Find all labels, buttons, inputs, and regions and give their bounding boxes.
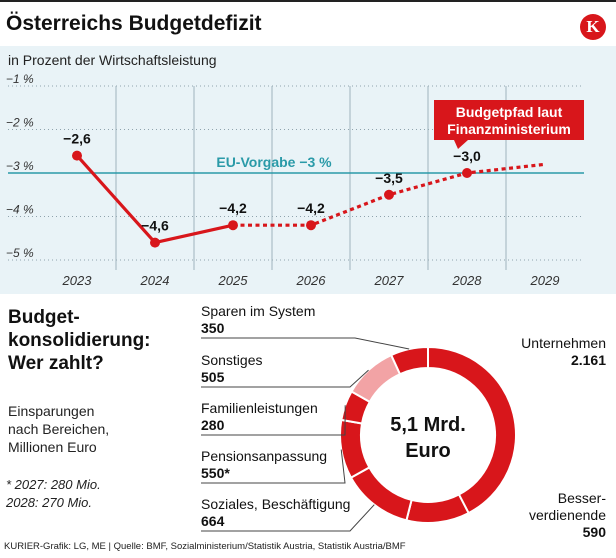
slice-name: Familienleistungen [201, 400, 318, 416]
data-point [462, 168, 472, 178]
slice-name: Soziales, Beschäftigung [201, 496, 351, 512]
slice-value: 2.161 [570, 352, 606, 368]
x-tick-label: 2029 [530, 273, 560, 288]
eu-reference-label: EU-Vorgabe −3 % [216, 154, 332, 170]
data-point [306, 220, 316, 231]
slice-leader-line [201, 504, 375, 532]
slice-leader-line [201, 337, 410, 350]
y-tick-label: −3 % [6, 159, 34, 173]
y-tick-label: −2 % [6, 116, 34, 130]
kurier-logo-icon: K [580, 14, 606, 40]
slice-leader-line [201, 449, 346, 484]
x-tick-label: 2024 [140, 273, 170, 288]
slice-label-familien: Familienleistungen 280 [201, 400, 318, 434]
slice-value: 664 [201, 513, 225, 529]
slice-name: Sparen im System [201, 303, 316, 319]
line-chart-panel [0, 46, 616, 294]
donut-slice [339, 418, 371, 479]
donut-subtitle: Einsparungen nach Bereichen, Millionen E… [8, 403, 110, 455]
slice-label-sonstiges: Sonstiges 505 [201, 352, 262, 386]
data-point [150, 237, 160, 248]
donut-slice [405, 493, 470, 524]
source-footer: KURIER-Grafik: LG, ME | Quelle: BMF, Soz… [4, 541, 406, 552]
slice-label-pension: Pensionsanpassung 550* [201, 448, 327, 482]
data-point [384, 189, 394, 200]
annotation-line-1: Budgetpfad laut [456, 104, 563, 120]
slice-value: 505 [201, 369, 225, 385]
x-tick-label: 2027 [374, 273, 405, 288]
x-tick-label: 2025 [218, 273, 249, 288]
data-label: −3,0 [453, 148, 481, 164]
x-tick-label: 2026 [296, 273, 327, 288]
slice-label-soziales: Soziales, Beschäftigung 664 [201, 496, 350, 530]
donut-slice [349, 466, 413, 522]
slice-label-unternehmen: Unternehmen 2.161 [521, 335, 606, 369]
slice-value: 350 [201, 320, 225, 336]
slice-leader-line [201, 405, 346, 436]
donut-center-line-1: 5,1 Mrd. [390, 414, 466, 436]
x-tick-label: 2028 [452, 273, 483, 288]
slice-name: Besser- verdienende [528, 490, 606, 523]
chart-subtitle: in Prozent der Wirtschaftsleistung [8, 52, 217, 68]
header-bar: Österreichs Budgetdefizit K [0, 0, 616, 46]
donut-title: Budget- konsolidierung: Wer zahlt? [8, 307, 151, 374]
slice-name: Pensionsanpassung [201, 448, 328, 464]
data-label: −2,6 [63, 131, 91, 147]
data-point [72, 150, 82, 161]
data-label: −4,2 [219, 200, 247, 216]
slice-label-besserverdienende: Besser- verdienende 590 [529, 473, 606, 558]
annotation-line-2: Finanzministerium [447, 121, 571, 137]
slice-leader-line [201, 369, 369, 388]
y-tick-label: −5 % [6, 246, 34, 260]
data-label: −4,2 [297, 200, 325, 216]
annotation-pointer [454, 140, 468, 149]
slice-value: 550* [201, 465, 230, 481]
slice-name: Unternehmen [521, 335, 606, 351]
annotation-box [434, 100, 584, 140]
slice-value: 590 [582, 524, 606, 540]
slice-value: 280 [201, 417, 225, 433]
donut-center-line-2: Euro [405, 440, 451, 462]
slice-label-sparen: Sparen im System 350 [201, 303, 315, 337]
y-tick-label: −1 % [6, 72, 34, 86]
y-tick-label: −4 % [6, 203, 34, 217]
slice-name: Sonstiges [201, 352, 263, 368]
donut-slice [389, 345, 429, 376]
page-title: Österreichs Budgetdefizit [6, 12, 262, 35]
pension-footnote: * 2027: 280 Mio. 2028: 270 Mio. [6, 477, 101, 510]
data-label: −3,5 [375, 170, 403, 186]
data-point [228, 220, 238, 231]
consolidation-donut-chart: 5,1 Mrd. Euro [201, 337, 517, 532]
data-label: −4,6 [141, 218, 169, 234]
x-tick-label: 2023 [62, 273, 93, 288]
deficit-line-chart: −1 % −2 % −3 % −4 % −5 % 2023 2024 2025 2026 2027… [6, 72, 584, 288]
